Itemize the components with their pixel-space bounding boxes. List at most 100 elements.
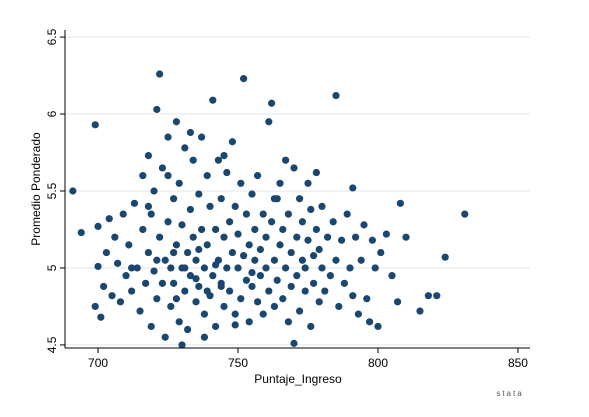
point [189, 233, 197, 241]
point [164, 218, 172, 226]
point [195, 190, 203, 198]
point [360, 221, 368, 229]
point [209, 272, 217, 280]
point [111, 233, 119, 241]
point [262, 233, 270, 241]
point [105, 215, 113, 223]
point [318, 202, 326, 210]
point [184, 325, 192, 334]
point [142, 279, 150, 287]
point [226, 218, 234, 226]
y-axis-title: Promedio Ponderado [29, 132, 43, 246]
point [416, 307, 424, 315]
point [209, 96, 217, 104]
point [298, 256, 306, 264]
point [315, 245, 323, 254]
point [315, 298, 323, 306]
point [217, 195, 225, 203]
point [192, 256, 200, 264]
point [164, 172, 172, 180]
point [326, 272, 334, 280]
point [231, 202, 239, 210]
point [170, 248, 178, 257]
point [240, 252, 248, 260]
point [198, 225, 206, 234]
point [189, 156, 197, 164]
point [181, 287, 189, 295]
point [203, 287, 211, 295]
point [94, 222, 102, 231]
point [212, 225, 220, 234]
point [181, 144, 189, 152]
point [147, 210, 155, 218]
point [287, 282, 295, 291]
point [192, 298, 200, 306]
point [301, 264, 309, 272]
point [256, 245, 265, 254]
point [228, 248, 237, 257]
point [91, 121, 99, 129]
point [144, 248, 153, 257]
point [203, 172, 211, 180]
point [396, 199, 404, 207]
point [284, 318, 293, 326]
point [200, 310, 209, 318]
point [158, 164, 167, 172]
point [186, 205, 195, 214]
point [164, 133, 172, 141]
point [262, 264, 270, 272]
point [122, 272, 130, 280]
point [309, 252, 318, 260]
point [307, 205, 315, 214]
point [223, 168, 231, 177]
point [349, 292, 357, 300]
point [251, 256, 259, 264]
point [181, 264, 189, 272]
x-tick-label: 850 [508, 356, 528, 370]
point [156, 233, 164, 241]
point [245, 318, 253, 326]
y-tick-label: 5 [45, 264, 59, 271]
point [332, 91, 340, 100]
point [290, 164, 298, 172]
point [354, 310, 362, 318]
point [265, 118, 273, 126]
point [312, 168, 320, 177]
point [259, 310, 267, 318]
point [265, 287, 273, 295]
point [69, 187, 77, 195]
point [332, 256, 340, 264]
point [295, 195, 304, 203]
point [312, 225, 320, 234]
point [279, 225, 287, 234]
point [100, 282, 108, 291]
point [268, 218, 276, 226]
point [116, 298, 125, 306]
point [186, 128, 195, 137]
point [284, 210, 293, 218]
point [94, 262, 102, 271]
point [254, 298, 262, 306]
point [178, 221, 186, 229]
point [248, 268, 256, 277]
point [150, 187, 158, 195]
point [346, 264, 354, 272]
point [192, 275, 200, 283]
point [231, 310, 239, 318]
point [304, 179, 312, 187]
point [461, 210, 469, 218]
point [153, 105, 161, 114]
point [441, 253, 449, 261]
point [287, 248, 295, 257]
point [248, 190, 256, 198]
point [240, 75, 248, 83]
point [223, 264, 231, 272]
point [368, 236, 376, 244]
point [318, 264, 326, 272]
point [161, 256, 169, 264]
point [125, 241, 133, 249]
point [365, 318, 374, 326]
point [153, 295, 161, 303]
point [172, 295, 181, 303]
point [203, 241, 211, 249]
